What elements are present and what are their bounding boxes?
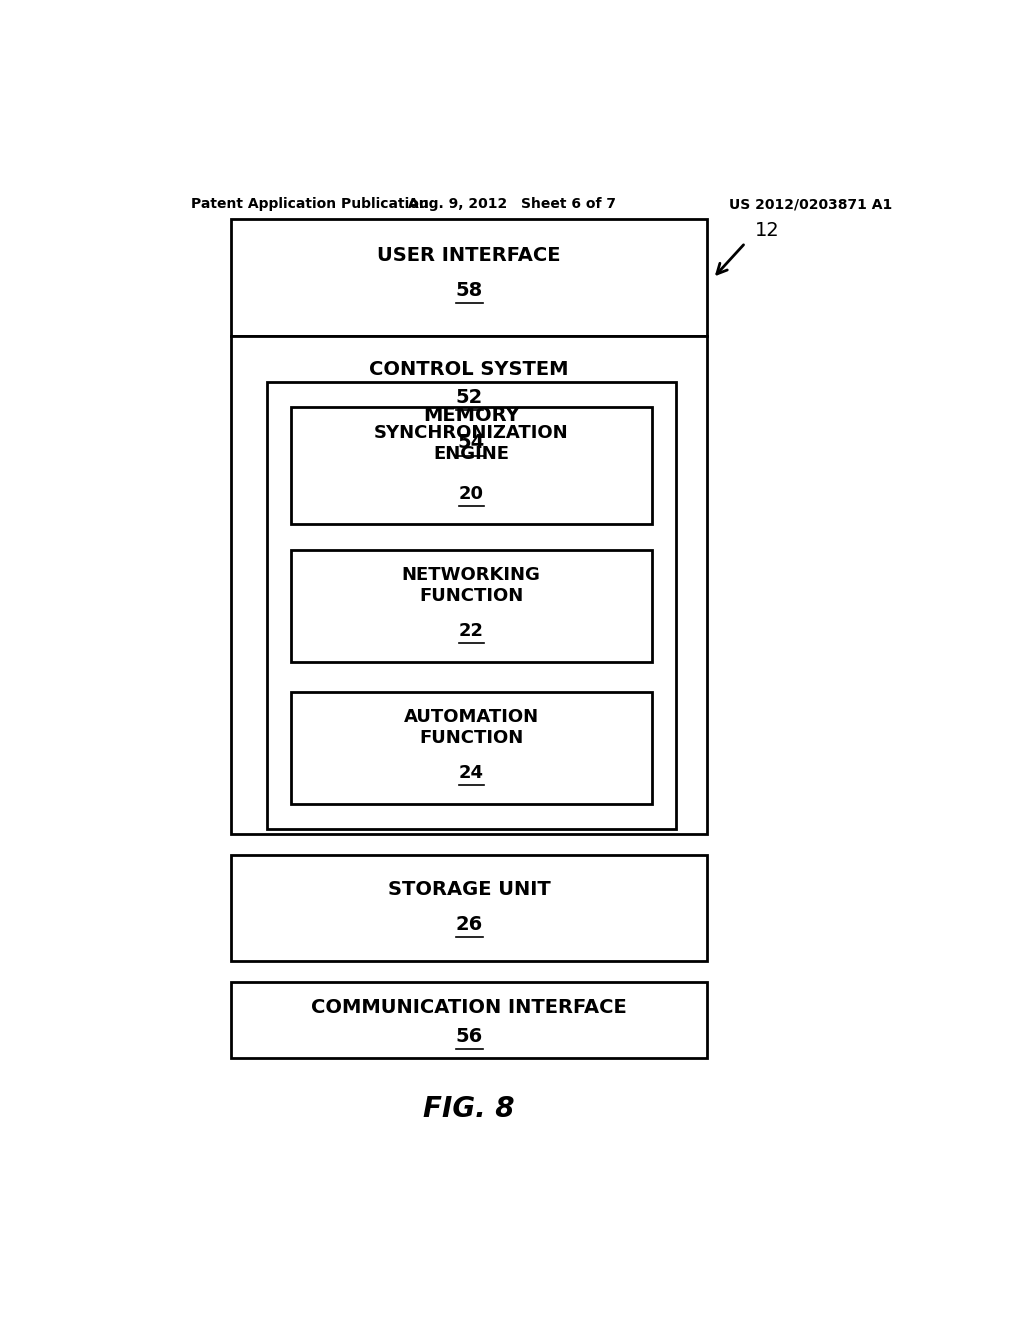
Text: 12: 12 [756,220,780,240]
Text: 26: 26 [456,915,483,933]
Text: COMMUNICATION INTERFACE: COMMUNICATION INTERFACE [311,998,627,1018]
Text: Sheet 6 of 7: Sheet 6 of 7 [521,197,616,211]
Text: 56: 56 [456,1027,483,1045]
Bar [231,982,708,1057]
Text: 52: 52 [456,388,483,407]
Text: Patent Application Publication: Patent Application Publication [191,197,429,211]
Text: 54: 54 [458,433,484,453]
Bar [291,549,652,661]
Bar [267,381,676,829]
Text: 24: 24 [459,764,483,783]
Bar [291,408,652,524]
Text: FIG. 8: FIG. 8 [424,1094,515,1123]
Text: AUTOMATION
FUNCTION: AUTOMATION FUNCTION [403,709,539,747]
Text: US 2012/0203871 A1: US 2012/0203871 A1 [729,197,892,211]
Text: 20: 20 [459,486,483,503]
Text: NETWORKING
FUNCTION: NETWORKING FUNCTION [401,566,541,605]
Bar [231,337,708,834]
Text: 58: 58 [456,281,483,300]
Bar [291,692,652,804]
Text: CONTROL SYSTEM: CONTROL SYSTEM [370,360,569,379]
Text: Aug. 9, 2012: Aug. 9, 2012 [408,197,507,211]
Text: STORAGE UNIT: STORAGE UNIT [388,880,551,899]
Text: MEMORY: MEMORY [423,407,519,425]
Text: SYNCHRONIZATION
ENGINE: SYNCHRONIZATION ENGINE [374,424,568,463]
Bar [231,219,708,337]
Bar [231,854,708,961]
Text: USER INTERFACE: USER INTERFACE [378,246,561,265]
Text: 22: 22 [459,622,483,640]
